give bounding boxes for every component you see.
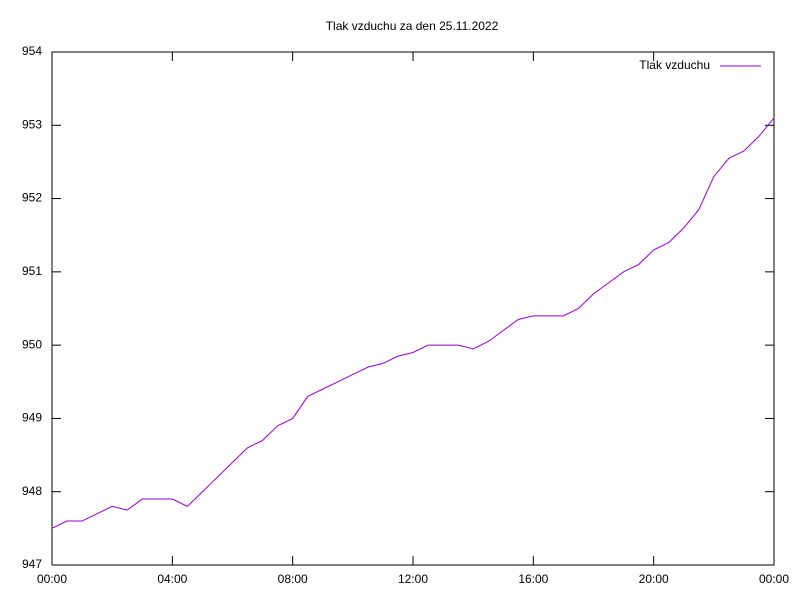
legend-label: Tlak vzduchu (639, 58, 710, 72)
chart-title: Tlak vzduchu za den 25.11.2022 (326, 19, 499, 33)
y-tick-label: 952 (22, 191, 42, 205)
y-tick-label: 951 (22, 264, 42, 278)
x-tick-label: 00:00 (759, 572, 789, 586)
y-tick-label: 947 (22, 557, 42, 571)
data-line (51, 117, 775, 529)
y-tick-label: 954 (22, 44, 42, 58)
y-tick-label: 953 (22, 117, 42, 131)
x-tick-label: 12:00 (398, 572, 428, 586)
x-tick-label: 20:00 (639, 572, 669, 586)
x-tick-label: 16:00 (518, 572, 548, 586)
y-tick-label: 950 (22, 337, 42, 351)
x-tick-label: 00:00 (37, 572, 67, 586)
y-tick-label: 949 (22, 411, 42, 425)
y-tick-label: 948 (22, 484, 42, 498)
x-tick-label: 04:00 (157, 572, 187, 586)
x-tick-label: 08:00 (278, 572, 308, 586)
